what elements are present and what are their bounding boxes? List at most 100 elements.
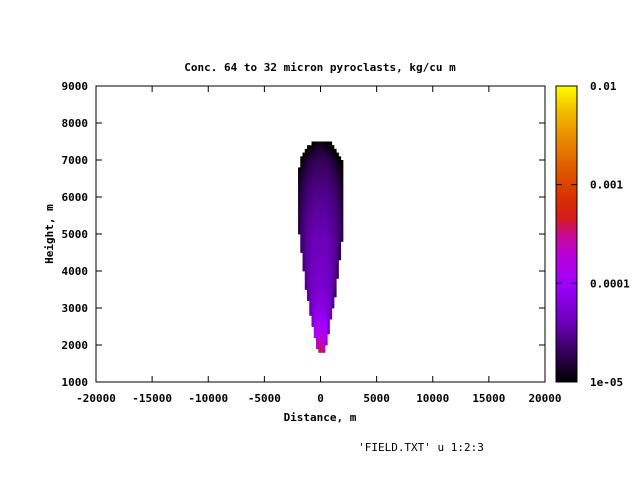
plume-cell [311,230,315,235]
plume-cell [322,345,326,350]
plume-cell [327,178,330,183]
plume-cell [324,174,328,179]
plume-cell [304,234,308,239]
plume-cell [340,167,344,172]
plume-cell [307,248,310,253]
plume-cell [311,204,315,209]
plume-cell [340,208,344,213]
plume-cell [307,226,310,231]
plume-cell [327,289,330,294]
plume-cell [320,278,324,283]
plume-cell [313,274,317,279]
plume-cell [307,171,310,176]
plume-cell [316,219,319,224]
plume-cell [320,333,324,338]
plume-cell [318,234,321,239]
plume-cell [307,204,310,209]
plume-cell [298,226,301,231]
plume-cell [316,259,319,264]
plume-cell [300,178,303,183]
plume-cell [313,197,317,202]
plume-cell [309,189,312,194]
y-axis-label: Height, m [43,204,56,264]
plume-cell [304,282,308,287]
plume-cell [333,230,337,235]
plume-cell [318,326,321,331]
plume-cell [320,141,324,146]
plume-cell [313,215,317,220]
plume-cell [324,204,328,209]
plume-cell [338,248,342,253]
plume-cell [324,237,328,242]
plume-cell [324,311,328,316]
plume-cell [327,234,330,239]
plume-cell [329,189,333,194]
plume-cell [313,308,317,313]
plume-cell [316,304,319,309]
plume-cell [324,252,328,257]
plume-cell [320,348,324,353]
plume-cell [316,160,319,165]
plume-cell [322,333,326,338]
plume-cell [327,274,330,279]
plume-cell [311,208,315,213]
plume-cell [304,208,308,213]
plume-cell [302,219,306,224]
plume-cell [300,230,303,235]
plume-cell [324,141,328,146]
plume-cell [331,300,335,305]
plume-cell [340,163,344,168]
plume-cell [324,152,328,157]
plume-cell [320,230,324,235]
plume-cell [336,215,339,220]
plume-cell [309,163,312,168]
plume-cell [313,200,317,205]
colorbar-frame [555,85,578,383]
plume-cell [331,171,335,176]
plume-cell [327,326,330,331]
plume-cell [324,300,328,305]
plume-cell [320,171,324,176]
plume-cell [311,315,315,320]
plume-cell [311,304,315,309]
plume-cell [318,148,321,153]
plume-cell [333,189,337,194]
plume-cell [298,171,301,176]
x-tick-label: 15000 [472,392,505,405]
plume-cell [304,211,308,216]
plume-cell [336,185,339,190]
plume-cell [336,160,339,165]
plume-cell [316,341,319,346]
plume-cell [309,174,312,179]
plume-cell [340,171,344,176]
plume-cell [331,296,335,301]
plume-cell [318,226,321,231]
plume-cell [331,226,335,231]
plume-cell [320,326,324,331]
plume-cell [313,193,317,198]
plume-cell [307,282,310,287]
plume-cell [309,226,312,231]
plume-cell [320,271,324,276]
plume-cell [329,152,333,157]
plume-cell [322,193,326,198]
plume-cell [320,330,324,335]
plume-cell [333,156,337,161]
plume-cell [307,200,310,205]
plume-cell [307,222,310,227]
plume-cell [322,252,326,257]
plume-cell [324,263,328,268]
plume-cell [329,237,333,242]
plume-cell [316,274,319,279]
plume-cell [324,282,328,287]
plume-cell [324,189,328,194]
plume-cell [322,148,326,153]
plume-cell [324,234,328,239]
plume-cell [316,171,319,176]
plume-cell [318,193,321,198]
plume-cell [316,256,319,261]
plume-cell [311,300,315,305]
plume-cell [311,226,315,231]
plume-cell [307,245,310,250]
plume-cell [327,296,330,301]
